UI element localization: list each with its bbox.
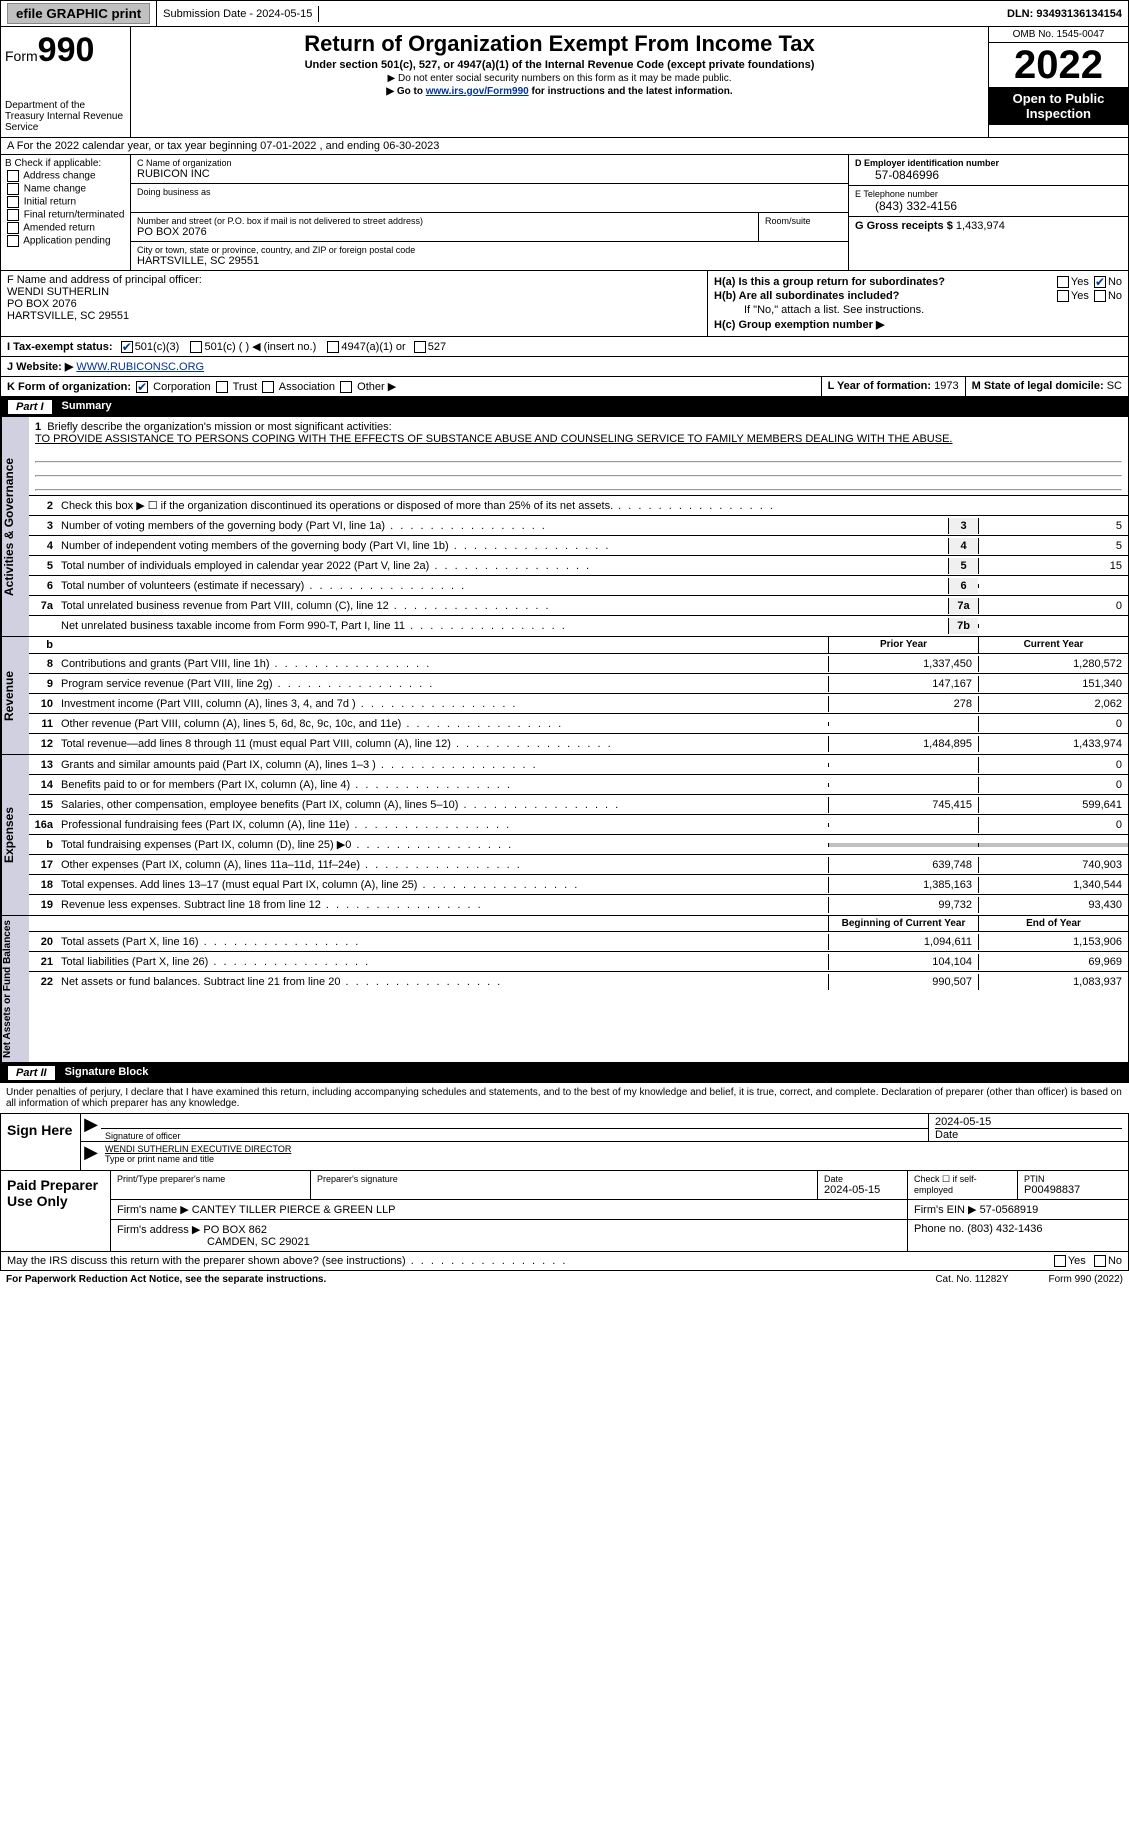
check-other[interactable] [340,381,352,393]
telephone: (843) 332-4156 [855,199,1122,213]
ha-yes[interactable] [1057,276,1069,288]
form-number: Form990 [5,31,126,70]
check-final[interactable] [7,209,19,221]
table-row: 8Contributions and grants (Part VIII, li… [29,654,1128,674]
check-address[interactable] [7,170,19,182]
check-amended[interactable] [7,222,19,234]
tax-year: 2022 [989,43,1128,87]
table-row: 4Number of independent voting members of… [29,536,1128,556]
part2-header: Part II Signature Block [0,1063,1129,1083]
row-i: I Tax-exempt status: 501(c)(3) 501(c) ( … [0,337,1129,357]
table-row: 18Total expenses. Add lines 13–17 (must … [29,875,1128,895]
footer: For Paperwork Reduction Act Notice, see … [0,1271,1129,1288]
org-city: HARTSVILLE, SC 29551 [137,255,842,267]
row-fgh: F Name and address of principal officer:… [0,271,1129,337]
website-link[interactable]: WWW.RUBICONSC.ORG [76,361,204,373]
table-row: 19Revenue less expenses. Subtract line 1… [29,895,1128,915]
form-header: Form990 Department of the Treasury Inter… [0,27,1129,138]
check-trust[interactable] [216,381,228,393]
table-row: 22Net assets or fund balances. Subtract … [29,972,1128,992]
col-b: B Check if applicable: Address change Na… [1,155,131,270]
check-501c3[interactable] [121,341,133,353]
part1-header: Part I Summary [0,397,1129,417]
dept-label: Department of the Treasury Internal Reve… [5,100,126,133]
table-row: 6Total number of volunteers (estimate if… [29,576,1128,596]
check-assoc[interactable] [262,381,274,393]
ha-no[interactable] [1094,276,1106,288]
check-initial[interactable] [7,196,19,208]
mission-text: TO PROVIDE ASSISTANCE TO PERSONS COPING … [35,433,952,445]
col-h: H(a) Is this a group return for subordin… [708,271,1128,336]
discuss-yes[interactable] [1054,1255,1066,1267]
table-row: 11Other revenue (Part VIII, column (A), … [29,714,1128,734]
top-bar: efile GRAPHIC print Submission Date - 20… [0,0,1129,27]
paid-preparer-block: Paid Preparer Use Only Print/Type prepar… [0,1171,1129,1252]
discuss-row: May the IRS discuss this return with the… [0,1252,1129,1271]
discuss-no[interactable] [1094,1255,1106,1267]
table-row: 9Program service revenue (Part VIII, lin… [29,674,1128,694]
check-name[interactable] [7,183,19,195]
table-row: 13Grants and similar amounts paid (Part … [29,755,1128,775]
table-row: 20Total assets (Part X, line 16)1,094,61… [29,932,1128,952]
netassets-section: Net Assets or Fund Balances Beginning of… [0,916,1129,1063]
table-row: 2Check this box ▶ ☐ if the organization … [29,496,1128,516]
inspection-label: Open to Public Inspection [989,87,1128,125]
org-name: RUBICON INC [137,168,842,180]
table-row: 5Total number of individuals employed in… [29,556,1128,576]
ein: 57-0846996 [855,168,1122,182]
sign-here-block: Sign Here ▶ Signature of officer 2024-05… [0,1114,1129,1171]
governance-section: Activities & Governance 1 Briefly descri… [0,417,1129,637]
omb-number: OMB No. 1545-0047 [989,27,1128,43]
declaration: Under penalties of perjury, I declare th… [0,1083,1129,1114]
note-link: ▶ Go to www.irs.gov/Form990 for instruct… [135,86,984,97]
form-subtitle: Under section 501(c), 527, or 4947(a)(1)… [135,59,984,71]
hb-no[interactable] [1094,290,1106,302]
check-4947[interactable] [327,341,339,353]
gross-receipts: 1,433,974 [956,220,1005,232]
irs-link[interactable]: www.irs.gov/Form990 [426,86,529,97]
check-pending[interactable] [7,235,19,247]
note-ssn: ▶ Do not enter social security numbers o… [135,73,984,84]
table-row: 14Benefits paid to or for members (Part … [29,775,1128,795]
col-d: D Employer identification number 57-0846… [848,155,1128,270]
table-row: 21Total liabilities (Part X, line 26)104… [29,952,1128,972]
table-row: Net unrelated business taxable income fr… [29,616,1128,636]
table-row: 3Number of voting members of the governi… [29,516,1128,536]
hb-yes[interactable] [1057,290,1069,302]
row-k: K Form of organization: Corporation Trus… [0,377,1129,397]
section-bcd: B Check if applicable: Address change Na… [0,155,1129,271]
efile-print-button[interactable]: efile GRAPHIC print [7,3,150,24]
submission-date: Submission Date - 2024-05-15 [157,6,319,22]
check-501c[interactable] [190,341,202,353]
dln: DLN: 93493136134154 [1001,6,1128,22]
form-title: Return of Organization Exempt From Incom… [135,31,984,57]
check-corp[interactable] [136,381,148,393]
table-row: 7aTotal unrelated business revenue from … [29,596,1128,616]
col-c: C Name of organization RUBICON INC Doing… [131,155,848,270]
table-row: 15Salaries, other compensation, employee… [29,795,1128,815]
table-row: 10Investment income (Part VIII, column (… [29,694,1128,714]
row-j: J Website: ▶ WWW.RUBICONSC.ORG [0,357,1129,377]
expenses-section: Expenses 13Grants and similar amounts pa… [0,755,1129,916]
table-row: bTotal fundraising expenses (Part IX, co… [29,835,1128,855]
org-address: PO BOX 2076 [137,226,752,238]
col-f: F Name and address of principal officer:… [1,271,708,336]
revenue-section: Revenue bPrior YearCurrent Year 8Contrib… [0,637,1129,755]
table-row: 12Total revenue—add lines 8 through 11 (… [29,734,1128,754]
table-row: 17Other expenses (Part IX, column (A), l… [29,855,1128,875]
check-527[interactable] [414,341,426,353]
line-a: A For the 2022 calendar year, or tax yea… [0,138,1129,155]
table-row: 16aProfessional fundraising fees (Part I… [29,815,1128,835]
